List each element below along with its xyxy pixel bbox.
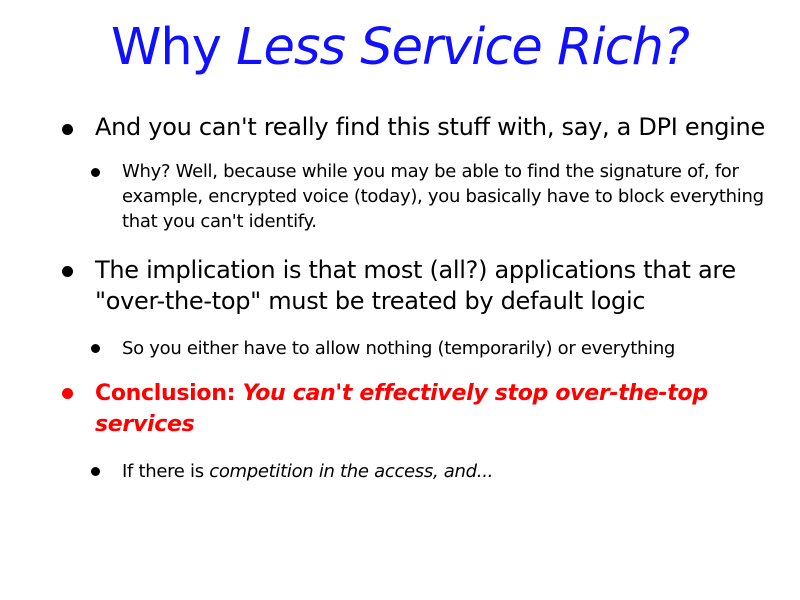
sub-bullet-3-1: If there is competition in the access, a… bbox=[122, 459, 493, 484]
sub-bullet-1-1-line2: example, encrypted voice (today), you ba… bbox=[122, 186, 764, 207]
sub-bullet-dot bbox=[91, 467, 100, 476]
bullet-1-text: And you can't really find this stuff wit… bbox=[95, 113, 765, 141]
sub-bullet-3-1-italic: competition in the access, and... bbox=[209, 461, 494, 482]
bullet-dot-red bbox=[62, 388, 73, 399]
sub-bullet-dot bbox=[91, 168, 100, 177]
bullet-dot bbox=[62, 124, 73, 135]
slide-title: Why Less Service Rich? bbox=[0, 18, 800, 78]
conclusion-text: Conclusion: You can't effectively stop o… bbox=[95, 378, 708, 440]
conclusion-italic-1: You can't effectively stop over-the-top bbox=[242, 381, 708, 406]
sub-bullet-2-1: So you either have to allow nothing (tem… bbox=[122, 338, 676, 359]
sub-bullet-1-1-line3: that you can't identify. bbox=[122, 211, 317, 232]
bullet-2-line2: "over-the-top" must be treated by defaul… bbox=[95, 287, 646, 315]
bullet-2-text: The implication is that most (all?) appl… bbox=[95, 255, 736, 317]
conclusion-line2: services bbox=[95, 412, 195, 437]
sub-bullet-dot bbox=[91, 344, 100, 353]
conclusion-lead: Conclusion: bbox=[95, 381, 243, 406]
bullet-dot bbox=[62, 266, 73, 277]
slide-title-italic: Less Service Rich? bbox=[236, 18, 690, 77]
sub-bullet-1-1: Why? Well, because while you may be able… bbox=[122, 159, 764, 234]
bullet-2-line1: The implication is that most (all?) appl… bbox=[95, 256, 736, 284]
conclusion-line1: Conclusion: You can't effectively stop o… bbox=[95, 378, 708, 409]
sub-bullet-1-1-line1: Why? Well, because while you may be able… bbox=[122, 161, 739, 182]
slide-title-plain: Why bbox=[110, 18, 237, 77]
sub-bullet-3-1-plain: If there is bbox=[122, 461, 210, 482]
